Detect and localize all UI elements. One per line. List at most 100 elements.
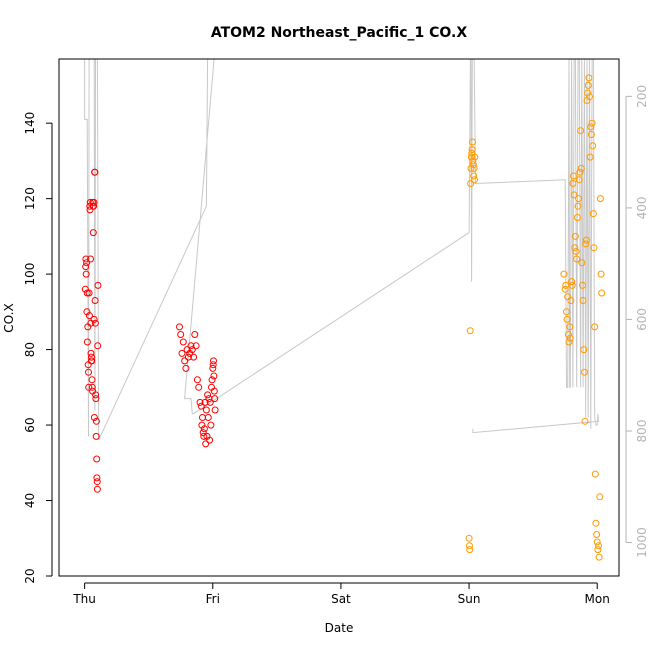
data-point-series-2 [571,244,579,252]
data-point-series-2 [595,553,603,561]
data-point-series-2 [584,89,592,97]
x-tick-label: Thu [72,592,96,606]
data-point-series-2 [567,297,575,304]
y-tick-label: 100 [23,263,37,286]
data-point-series-2 [594,546,602,554]
data-point-series-2 [592,519,600,527]
y2-tick-label: 600 [635,308,649,331]
data-point-series-2 [596,195,604,203]
data-point-series-2 [595,542,602,550]
data-point-series-2 [563,308,570,316]
data-point-series-1 [208,376,216,384]
data-point-series-1 [210,357,217,365]
data-point-series-1 [190,353,198,361]
data-point-series-2 [577,127,585,135]
data-point-series-1 [188,346,196,354]
data-point-series-1 [184,353,192,361]
data-point-series-1 [85,312,93,320]
data-point-series-2 [561,285,569,293]
data-point-series-2 [585,74,593,82]
data-point-series-1 [211,406,219,414]
data-point-series-2 [597,270,605,278]
y2-tick-label: 400 [635,196,649,219]
data-point-series-2 [469,157,477,165]
data-point-series-1 [176,323,183,331]
data-point-series-1 [88,376,96,384]
data-point-series-1 [178,349,186,357]
data-point-series-2 [577,164,585,172]
data-point-series-1 [88,383,96,391]
y2-axis: 200 400 600 800 1000 [625,85,649,558]
data-point-series-1 [191,331,199,338]
data-point-series-1 [202,406,210,414]
data-point-series-1 [85,368,92,376]
y2-tick-label: 200 [635,85,649,108]
data-point-series-2 [580,368,588,376]
profile-line-layer [84,58,600,441]
data-point-series-1 [92,391,100,399]
data-point-series-1 [87,349,95,357]
data-point-series-1 [187,342,195,350]
data-point-series-2 [589,210,597,218]
data-point-series-2 [596,493,604,501]
data-point-series-2 [566,334,574,342]
data-point-series-1 [91,319,99,327]
data-point-series-2 [471,153,479,161]
data-point-series-1 [204,414,212,421]
data-point-series-2 [591,470,599,478]
data-point-series-2 [584,81,592,89]
data-point-series-2 [588,119,596,127]
data-point-series-2 [469,138,476,146]
data-point-series-1 [199,429,207,437]
data-point-series-2 [591,323,599,331]
data-point-series-1 [195,383,203,391]
data-point-series-1 [201,398,209,406]
data-point-series-1 [83,338,91,346]
data-point-series-1 [93,474,101,482]
data-point-series-1 [209,361,217,369]
data-point-series-2 [468,146,476,154]
data-point-series-2 [598,289,606,297]
profile-line [84,58,600,441]
data-points-layer [81,74,606,561]
data-point-series-1 [90,315,98,323]
data-point-series-2 [586,153,594,161]
data-point-series-1 [199,414,206,421]
data-point-series-2 [581,417,589,425]
data-point-series-1 [206,436,214,444]
x-tick-label: Mon [585,592,610,606]
data-point-series-2 [571,232,579,240]
data-point-series-1 [182,364,190,372]
data-point-series-2 [575,195,583,203]
y2-tick-label: 800 [635,420,649,443]
data-point-series-2 [465,534,473,542]
data-point-series-2 [466,546,474,554]
data-point-series-1 [193,376,201,384]
data-point-series-1 [202,440,210,448]
data-point-series-2 [573,214,581,221]
data-point-series-2 [593,538,601,546]
y-tick-label: 140 [23,112,37,135]
data-point-series-1 [90,414,98,421]
data-point-series-2 [566,323,574,331]
data-point-series-2 [574,202,582,210]
data-point-series-1 [91,297,99,304]
data-point-series-1 [81,285,89,293]
data-point-series-2 [467,180,475,187]
data-point-series-2 [593,531,601,538]
data-point-series-2 [569,180,577,187]
plot-frame [58,58,620,577]
data-point-series-2 [570,172,577,180]
data-point-series-2 [590,244,598,252]
data-point-series-1 [177,331,185,338]
data-point-series-1 [93,478,101,486]
data-point-series-2 [573,255,581,263]
data-point-series-2 [582,236,590,244]
data-point-series-2 [466,327,474,335]
data-point-series-2 [576,168,584,176]
x-tick-label: Sun [458,592,481,606]
data-point-series-2 [560,270,568,278]
data-point-series-1 [87,255,94,263]
data-point-series-1 [209,364,217,372]
